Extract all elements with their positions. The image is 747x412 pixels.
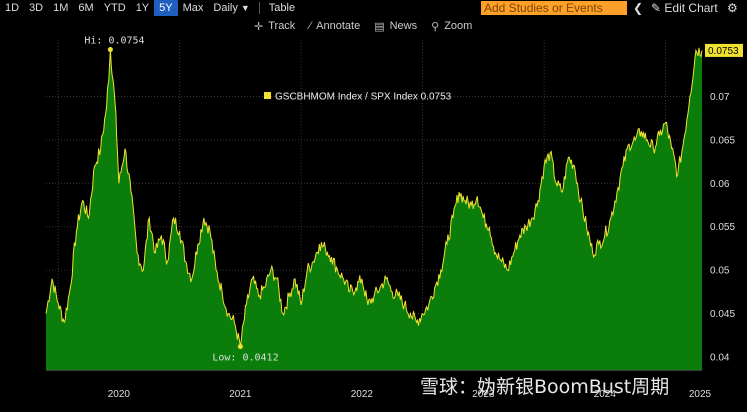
add-studies-input[interactable] xyxy=(481,1,627,15)
x-axis: 2020 2021 2022 2023 2024 2025 xyxy=(108,389,712,400)
zoom-icon: ⚲ xyxy=(431,20,440,33)
last-value-label: 0.0753 xyxy=(708,46,739,57)
legend-swatch xyxy=(264,92,271,99)
zoom-label: Zoom xyxy=(444,20,473,32)
y-tick-label: 0.04 xyxy=(710,352,730,363)
low-marker xyxy=(237,344,243,350)
last-value-box xyxy=(705,43,743,57)
legend-entry: GSCBHMOM Index / SPX Index 0.0753 xyxy=(275,92,452,103)
news-label: News xyxy=(389,20,418,32)
zoom-tool[interactable]: ⚲ Zoom xyxy=(431,20,472,33)
period-button-ytd[interactable]: YTD xyxy=(103,2,126,14)
series-line xyxy=(45,47,703,347)
x-tick-label: 2024 xyxy=(594,389,617,400)
y-tick-label: 0.06 xyxy=(710,179,730,190)
annotate-label: Annotate xyxy=(316,20,361,32)
high-marker xyxy=(107,47,113,53)
period-button-6m[interactable]: 6M xyxy=(78,2,94,14)
x-tick-label: 2023 xyxy=(472,389,495,400)
y-axis: 0.04 0.045 0.05 0.055 0.06 0.065 0.07 xyxy=(710,92,735,364)
x-tick-label: 2022 xyxy=(351,389,374,400)
toolbar-divider xyxy=(258,2,260,14)
x-tick-label: 2025 xyxy=(689,389,712,400)
period-button-1d[interactable]: 1D xyxy=(5,2,20,14)
chart-tools-bar: ✛ Track ∕ Annotate ▤ News ⚲ Zoom xyxy=(254,18,486,34)
series-area xyxy=(46,47,702,371)
annotate-tool[interactable]: ∕ Annotate xyxy=(309,20,360,32)
edit-chart-button[interactable]: ✎ Edit Chart xyxy=(651,0,718,16)
period-button-5y[interactable]: 5Y xyxy=(154,0,178,16)
settings-gear-icon[interactable]: ⚙ xyxy=(727,1,738,15)
track-tool[interactable]: ✛ Track xyxy=(254,20,295,33)
x-tick-label: 2020 xyxy=(108,389,131,400)
period-button-max[interactable]: Max xyxy=(182,2,204,14)
period-button-1m[interactable]: 1M xyxy=(53,2,69,14)
crosshair-icon: ✛ xyxy=(254,20,264,33)
low-label: Low: 0.0412 xyxy=(212,353,278,364)
y-tick-label: 0.065 xyxy=(710,135,735,146)
y-tick-label: 0.055 xyxy=(710,222,735,233)
news-icon: ▤ xyxy=(374,20,385,33)
y-tick-label: 0.05 xyxy=(710,266,730,277)
pencil-icon: ✎ xyxy=(651,1,662,15)
news-tool[interactable]: ▤ News xyxy=(374,20,417,33)
annotate-line-icon: ∕ xyxy=(309,20,312,32)
watermark: 雪球：妫新银BoomBust周期 xyxy=(420,376,670,398)
edit-chart-label: Edit Chart xyxy=(664,1,718,15)
high-label: Hi: 0.0754 xyxy=(84,36,144,47)
interval-dropdown[interactable]: Daily ▼ xyxy=(208,0,254,16)
period-toolbar: 1D 3D 1M 6M YTD 1Y 5Y Max Daily ▼ Table xyxy=(0,0,747,16)
caret-down-icon: ▼ xyxy=(240,3,250,13)
period-button-3d[interactable]: 3D xyxy=(29,2,44,14)
collapse-icon[interactable]: ❮ xyxy=(633,1,644,15)
interval-label: Daily xyxy=(213,2,238,14)
track-label: Track xyxy=(268,20,296,32)
y-tick-label: 0.045 xyxy=(710,309,735,320)
y-tick-label: 0.07 xyxy=(710,92,730,103)
period-button-1y[interactable]: 1Y xyxy=(135,2,150,14)
table-button[interactable]: Table xyxy=(268,2,296,14)
x-tick-label: 2021 xyxy=(229,389,252,400)
